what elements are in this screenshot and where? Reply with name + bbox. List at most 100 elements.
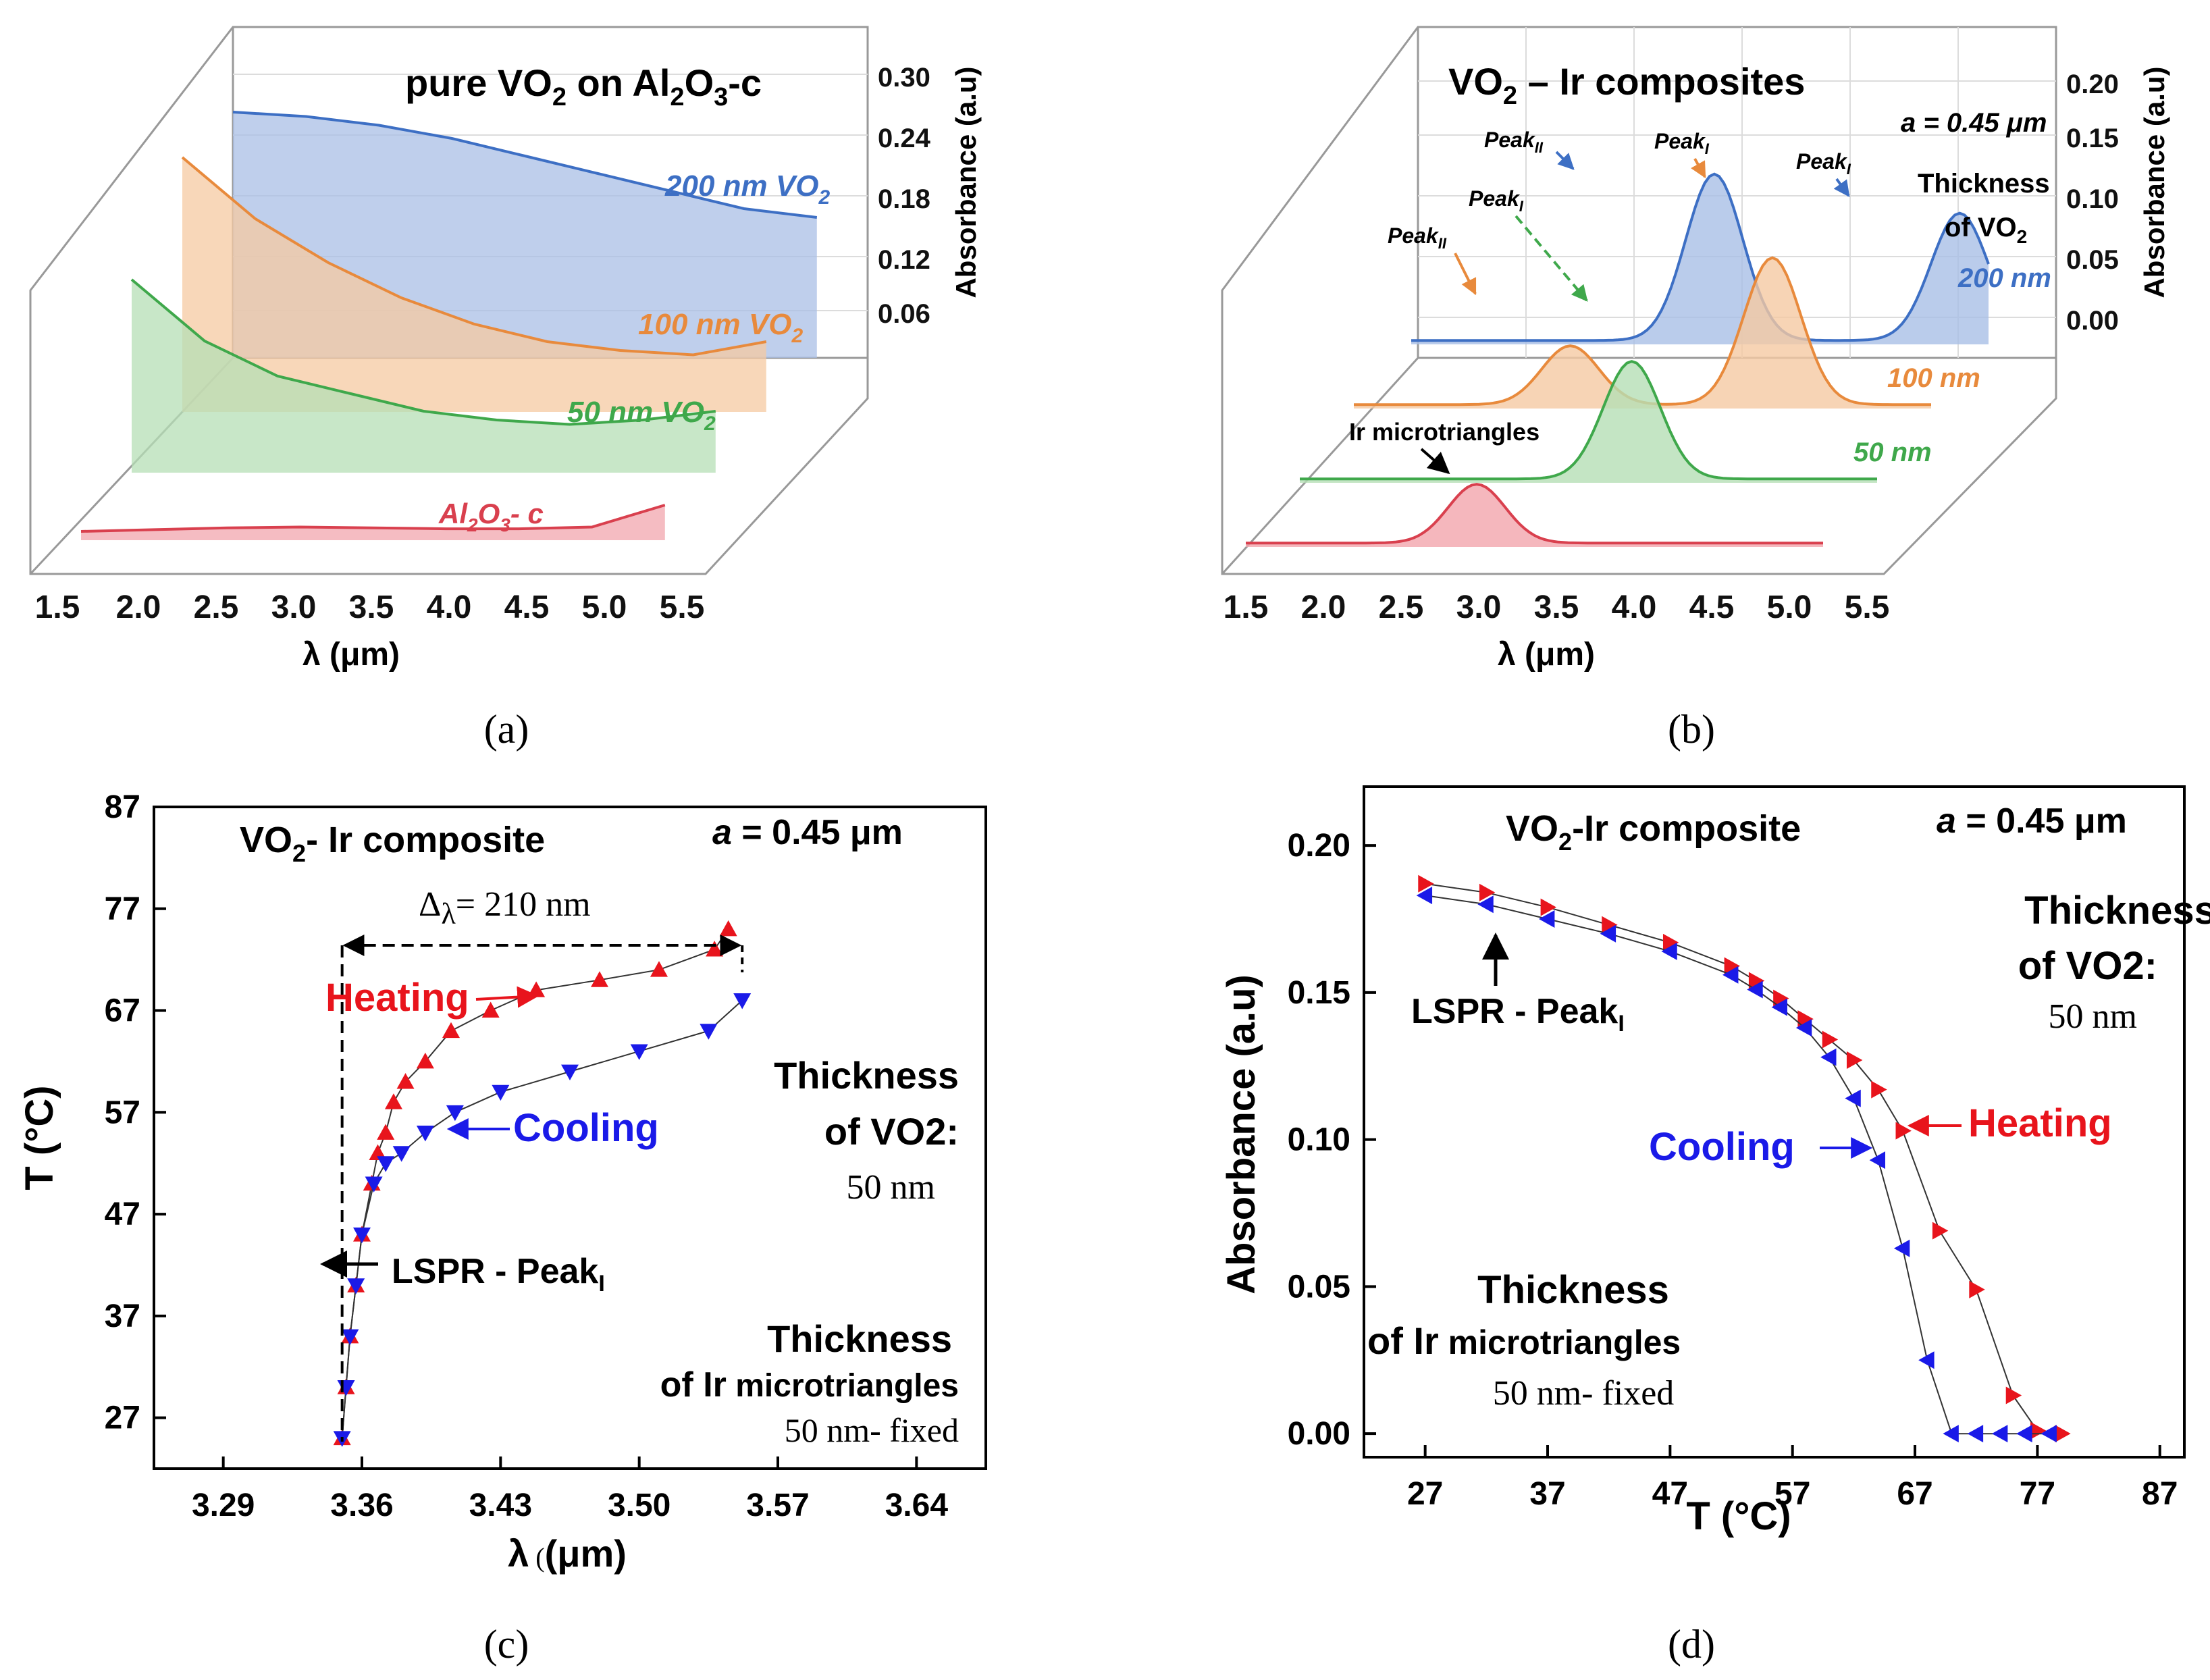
d-cooling-marker — [1967, 1425, 1984, 1443]
c-xtick-label: 3.57 — [746, 1488, 809, 1523]
d-heating-marker — [1540, 898, 1557, 916]
b-line-0 — [1411, 172, 1990, 342]
d-xtick-label: 67 — [1897, 1476, 1932, 1512]
c-cooling-marker — [365, 1176, 383, 1192]
c-xtick-label: 3.43 — [469, 1488, 532, 1523]
a-xtick-2-0: 2.0 — [116, 589, 161, 625]
a-label-200nm: 200 nm VO2 — [664, 169, 830, 209]
c-ytick-label: 47 — [105, 1197, 140, 1232]
d-heating-marker — [1871, 1080, 1887, 1099]
c-plot-frame — [153, 806, 987, 1470]
b-line-3 — [1246, 483, 1823, 545]
b-ytick-0-20: 0.20 — [2066, 70, 2119, 99]
b-peak-I-green: PeakI — [1469, 186, 1524, 215]
b-label-50nm: 50 nm — [1853, 438, 1932, 467]
c-cooling-marker — [561, 1064, 579, 1080]
d-heating-marker — [1602, 916, 1618, 934]
d-cooling-marker — [1747, 980, 1763, 999]
b-xtick-2-0: 2.0 — [1301, 589, 1346, 625]
d-heating-marker — [1748, 972, 1765, 990]
c-ytick-label: 87 — [105, 789, 140, 825]
c-heating-marker — [719, 920, 737, 937]
b-peak-arrows — [1420, 151, 1850, 475]
a-label-50nm: 50 nm VO2 — [567, 396, 716, 435]
d-thickness-ir-1: Thickness — [1477, 1268, 1669, 1312]
d-ytick-label: 0.05 — [1288, 1269, 1350, 1305]
b-area-0 — [1411, 174, 1989, 344]
b-area-3 — [1246, 484, 1823, 547]
b-arrow-peak-II-blue — [1555, 151, 1575, 170]
c-heating-marker — [591, 971, 608, 987]
d-heating-marker — [1895, 1122, 1912, 1140]
a-xtick-5-5: 5.5 — [660, 589, 705, 625]
a-xtick-4-5: 4.5 — [504, 589, 550, 625]
c-cooling-marker — [341, 1329, 359, 1345]
d-thickness-vo2-1: Thickness — [2024, 889, 2210, 933]
b-xtick-3-5: 3.5 — [1534, 589, 1579, 625]
a-title: pure VO2 on Al2O3-c — [405, 61, 762, 111]
a-xtick-3-0: 3.0 — [271, 589, 317, 625]
b-xtick-4-0: 4.0 — [1612, 589, 1657, 625]
b-peak-II-blue: PeakII — [1484, 128, 1544, 156]
d-ytick-label: 0.20 — [1288, 828, 1350, 864]
d-cooling-label: Cooling — [1649, 1125, 1795, 1169]
c-heating-marker — [396, 1073, 415, 1089]
d-cooling-marker — [1820, 1048, 1837, 1066]
d-cooling-marker — [1722, 966, 1739, 984]
c-series — [333, 920, 752, 1447]
c-heating-marker — [650, 961, 668, 977]
b-title: VO2 – Ir composites — [1448, 60, 1805, 110]
b-area-2 — [1300, 361, 1877, 483]
panel-b: 1.5 2.0 2.5 3.0 3.5 4.0 4.5 5.0 5.5 λ (μ… — [1221, 26, 2170, 752]
a-ytick-0-30: 0.30 — [878, 63, 930, 93]
b-label-200nm: 200 nm — [1957, 263, 2051, 293]
c-heating-label: Heating — [325, 976, 469, 1020]
b-peak-labels: PeakII PeakI PeakI PeakI PeakII — [1388, 128, 1851, 252]
b-peak-II-orange: PeakII — [1388, 224, 1447, 252]
b-area-1 — [1354, 257, 1931, 409]
c-cooling-marker — [416, 1126, 434, 1142]
b-arrow-peak-I-blue — [1833, 178, 1850, 197]
b-ytick-0-05: 0.05 — [2066, 245, 2119, 275]
c-annotation-a: a = 0.45 μm — [712, 813, 903, 852]
b-xtick-4-5: 4.5 — [1689, 589, 1735, 625]
c-heating-arrow — [475, 986, 540, 1008]
d-cooling-marker — [1661, 942, 1677, 960]
d-heating-marker — [1846, 1051, 1863, 1070]
d-cooling-marker — [2016, 1425, 2032, 1443]
d-series — [1416, 874, 2071, 1443]
d-ticks: 27 37 47 57 67 77 87 0.00 0.05 0.10 0.15 0.20 — [1288, 828, 2178, 1512]
c-x-axis-label: λ ((μm) — [508, 1532, 627, 1575]
b-ir-label: Ir microtriangles — [1349, 418, 1540, 446]
b-peak-I-blue: PeakI — [1796, 149, 1851, 178]
a-ytick-0-06: 0.06 — [878, 299, 930, 329]
d-cooling-marker — [2041, 1425, 2057, 1443]
c-cooling-marker — [630, 1044, 648, 1060]
d-thickness-ir-3: 50 nm- fixed — [1493, 1374, 1675, 1413]
c-heating-marker — [442, 1022, 460, 1039]
b-peak-I-orange: PeakI — [1654, 129, 1710, 157]
c-ticks: 3.29 3.36 3.43 3.50 3.57 3.64 27 37 47 57 67 77 87 — [105, 789, 949, 1523]
c-heating-marker — [481, 1001, 500, 1018]
c-heating-marker — [369, 1144, 387, 1161]
panel-b-series — [1246, 172, 1990, 547]
c-cooling-marker — [377, 1156, 395, 1172]
a-ytick-0-12: 0.12 — [878, 245, 930, 275]
b-y-axis-label: Absorbance (a.u) — [2138, 66, 2170, 298]
c-thickness-ir-3: 50 nm- fixed — [785, 1411, 959, 1449]
d-lspr-label: LSPR - PeakI — [1411, 992, 1625, 1036]
a-area-3 — [81, 505, 665, 540]
panel-c: 3.29 3.36 3.43 3.50 3.57 3.64 27 37 47 57 67 77 87 V… — [18, 789, 987, 1666]
b-arrow-peak-I-green — [1515, 215, 1588, 302]
c-delta-label: Δλ= 210 nm — [419, 885, 591, 930]
b-ytick-0-00: 0.00 — [2066, 306, 2119, 336]
panel-a-y-ticks: 0.30 0.24 0.18 0.12 0.06 — [878, 63, 931, 329]
d-thickness-ir-2: of Ir microtriangles — [1367, 1319, 1681, 1362]
b-xtick-2-5: 2.5 — [1379, 589, 1424, 625]
b-thickness-label-2: of VO2 — [1945, 213, 2027, 247]
c-cooling-marker — [353, 1227, 371, 1244]
b-ytick-0-10: 0.10 — [2066, 184, 2119, 214]
d-line-heating — [1425, 883, 2062, 1435]
panel-a: 1.5 2.0 2.5 3.0 3.5 4.0 4.5 5.0 5.5 λ (μ… — [29, 26, 982, 752]
d-heating-label: Heating — [1968, 1101, 2112, 1145]
